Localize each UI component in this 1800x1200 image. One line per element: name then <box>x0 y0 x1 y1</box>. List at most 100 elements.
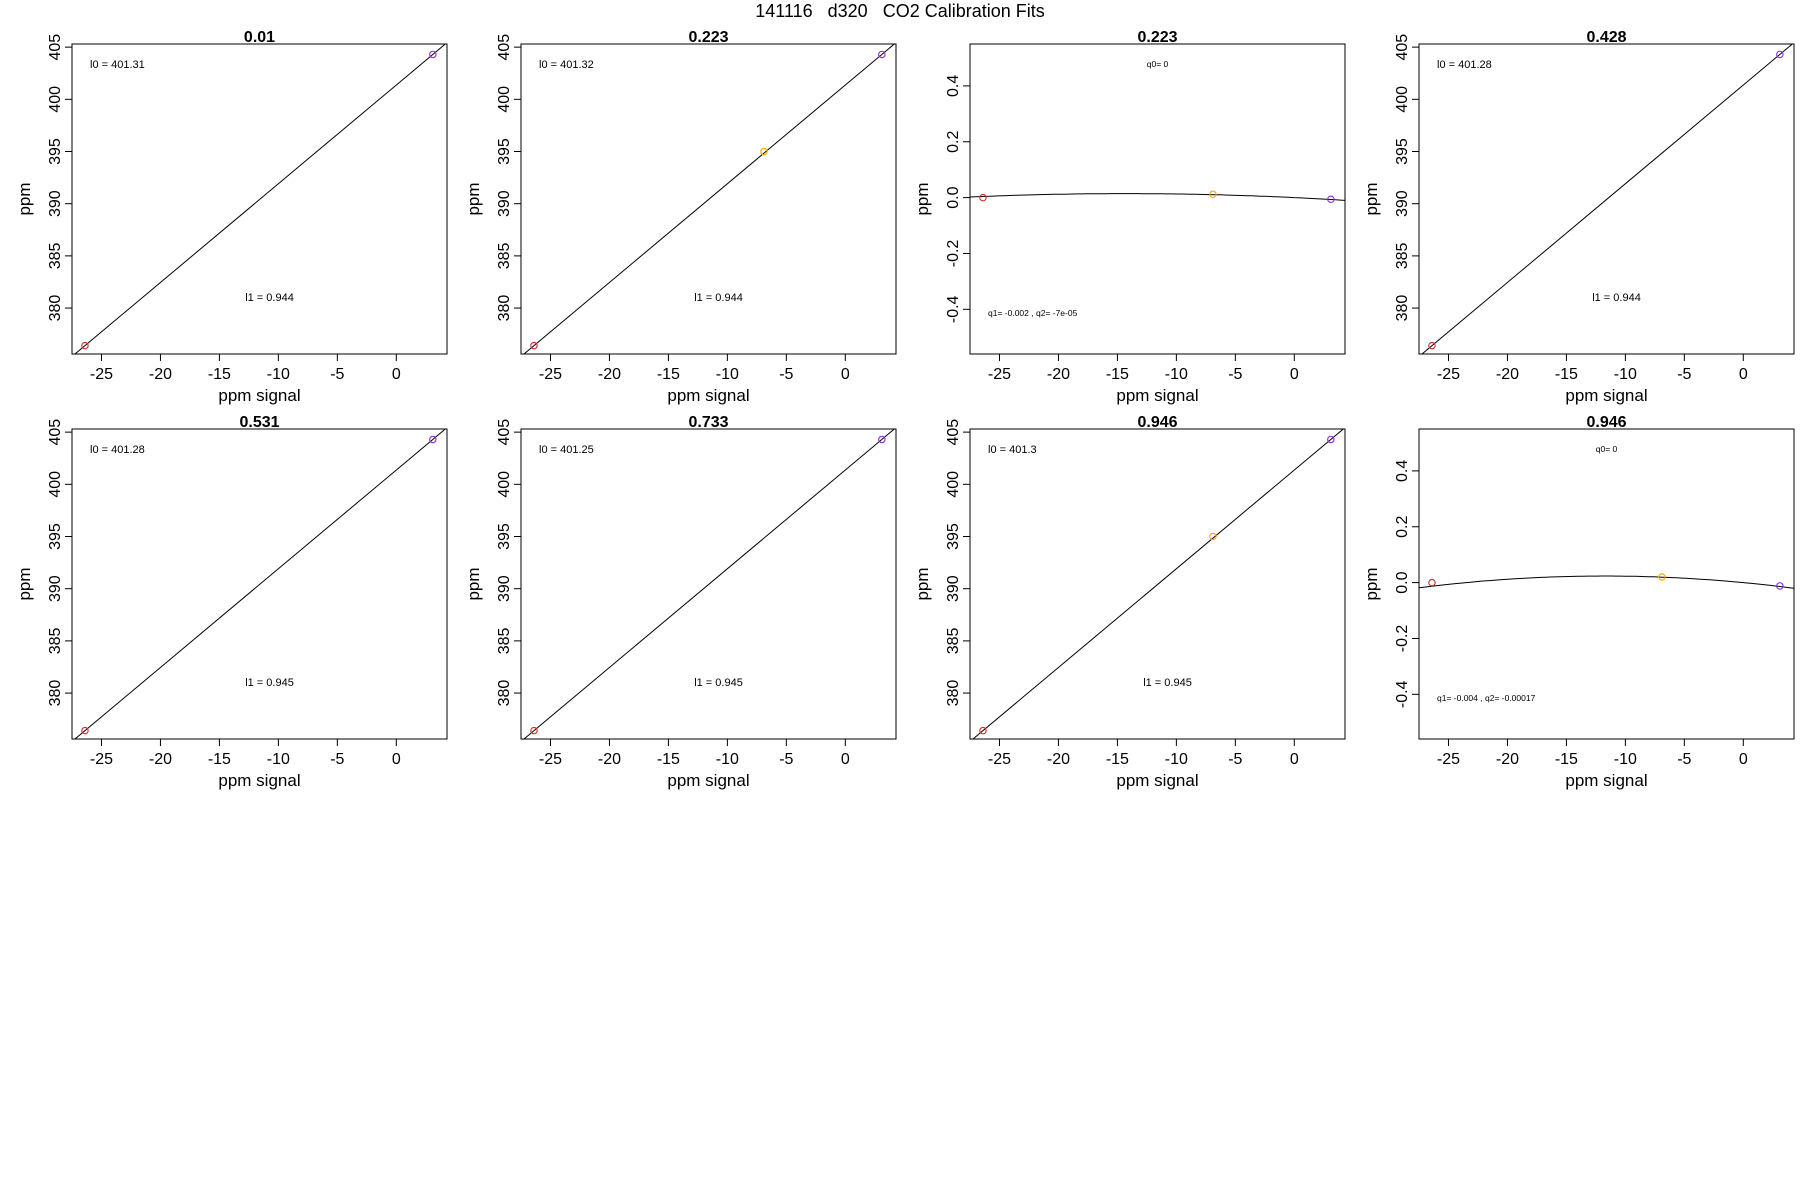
y-tick-label: 405 <box>945 419 962 446</box>
x-tick-label: -20 <box>1047 366 1070 383</box>
x-tick-label: -5 <box>1228 751 1242 768</box>
chart-panel: 0.223 -25 -20 -15 -10 -5 0 380 385 390 395 400 405 pp… <box>464 29 897 405</box>
fit-annotation: l1 = 0.944 <box>1592 292 1641 304</box>
data-point <box>1327 195 1335 204</box>
y-tick-label: 385 <box>47 627 64 654</box>
panel-title: 0.428 <box>1586 29 1626 46</box>
x-tick-label: -10 <box>1614 366 1637 383</box>
x-tick-label: 0 <box>1290 366 1299 383</box>
x-tick-label: 0 <box>841 366 850 383</box>
y-tick-label: 405 <box>47 419 64 446</box>
x-tick-label: -25 <box>988 751 1011 768</box>
fit-annotation: q1= -0.004 , q2= -0.00017 <box>1437 693 1536 703</box>
data-point <box>979 726 987 735</box>
x-axis-label: ppm signal <box>1116 771 1198 790</box>
y-tick-label: 395 <box>496 523 513 550</box>
y-axis-label: ppm <box>15 567 34 600</box>
y-axis-label: ppm <box>913 567 932 600</box>
data-point <box>1327 435 1335 444</box>
fit-annotation: l1 = 0.945 <box>694 677 743 689</box>
y-tick-label: 385 <box>1394 242 1411 269</box>
x-axis-label: ppm signal <box>667 771 749 790</box>
x-axis-label: ppm signal <box>218 771 300 790</box>
y-tick-label: 390 <box>945 575 962 602</box>
x-axis-label: ppm signal <box>218 386 300 405</box>
x-tick-label: -20 <box>1496 366 1519 383</box>
panel-title: 0.223 <box>688 29 728 46</box>
x-tick-label: -10 <box>716 366 739 383</box>
y-tick-label: 395 <box>47 523 64 550</box>
x-tick-label: -25 <box>90 366 113 383</box>
fit-annotation: l0 = 401.25 <box>539 444 594 456</box>
y-tick-label: 400 <box>945 471 962 498</box>
x-tick-label: -25 <box>988 366 1011 383</box>
y-tick-label: 385 <box>496 627 513 654</box>
y-tick-label: 380 <box>496 680 513 707</box>
chart-panel: 0.946 -25 -20 -15 -10 -5 0 380 385 390 395 400 405 pp… <box>913 414 1346 790</box>
panel-title: 0.733 <box>688 414 728 431</box>
y-tick-label: 380 <box>945 680 962 707</box>
x-tick-label: -15 <box>208 751 231 768</box>
fit-line <box>74 44 447 354</box>
panel-title: 0.946 <box>1586 414 1626 431</box>
x-tick-label: -10 <box>267 366 290 383</box>
x-axis-label: ppm signal <box>1116 386 1198 405</box>
y-tick-label: 385 <box>496 242 513 269</box>
x-tick-label: -5 <box>779 751 793 768</box>
fit-annotation: l0 = 401.3 <box>988 444 1037 456</box>
x-tick-label: -20 <box>1047 751 1070 768</box>
fit-annotation: l0 = 401.28 <box>1437 59 1492 71</box>
y-axis-label: ppm <box>15 182 34 215</box>
y-tick-label: 380 <box>1394 295 1411 322</box>
x-tick-label: -25 <box>90 751 113 768</box>
x-tick-label: -20 <box>149 366 172 383</box>
fit-annotation: l1 = 0.944 <box>694 292 743 304</box>
y-tick-label: 390 <box>496 575 513 602</box>
fit-line <box>1421 44 1794 354</box>
fit-line <box>523 429 896 739</box>
y-tick-label: 380 <box>496 295 513 322</box>
x-tick-label: -5 <box>330 366 344 383</box>
data-point <box>81 341 89 350</box>
data-point <box>530 341 538 350</box>
x-tick-label: 0 <box>392 751 401 768</box>
data-point <box>1209 190 1217 199</box>
fit-annotation: q0= 0 <box>1147 59 1169 69</box>
y-axis-label: ppm <box>464 182 483 215</box>
y-tick-label: 390 <box>47 190 64 217</box>
y-tick-label: 400 <box>47 86 64 113</box>
y-tick-label: 395 <box>1394 138 1411 165</box>
y-axis-label: ppm <box>1362 182 1381 215</box>
x-tick-label: -15 <box>1106 366 1129 383</box>
y-tick-label: 390 <box>1394 190 1411 217</box>
fit-line <box>523 44 896 354</box>
data-point <box>979 193 987 202</box>
data-point <box>1428 341 1436 350</box>
panel-title: 0.946 <box>1137 414 1177 431</box>
y-axis-label: ppm <box>464 567 483 600</box>
chart-panel: 0.223 -25 -20 -15 -10 -5 0 -0.4 -0.2 0.0 0.2 0.4 ppm… <box>913 29 1346 405</box>
y-tick-label: 380 <box>47 680 64 707</box>
y-tick-label: 400 <box>1394 86 1411 113</box>
fit-annotation: l0 = 401.31 <box>90 59 145 71</box>
panel-title: 0.531 <box>239 414 279 431</box>
data-point <box>530 726 538 735</box>
x-tick-label: -25 <box>539 366 562 383</box>
y-tick-label: 0.2 <box>1394 516 1411 538</box>
y-tick-label: -0.2 <box>945 240 962 268</box>
y-tick-label: 0.0 <box>945 186 962 208</box>
chart-panel: 0.946 -25 -20 -15 -10 -5 0 -0.4 -0.2 0.0 0.2 0.4 ppm… <box>1362 414 1795 790</box>
y-tick-label: 0.0 <box>1394 571 1411 593</box>
data-point <box>1658 573 1666 581</box>
data-point <box>81 726 89 735</box>
chart-panel: 0.428 -25 -20 -15 -10 -5 0 380 385 390 395 400 405 pp… <box>1362 29 1795 405</box>
x-tick-label: -15 <box>1555 366 1578 383</box>
x-tick-label: -25 <box>539 751 562 768</box>
x-tick-label: -20 <box>1496 751 1519 768</box>
y-tick-label: 405 <box>496 34 513 61</box>
x-tick-label: -5 <box>1677 366 1691 383</box>
y-axis-label: ppm <box>1362 567 1381 600</box>
page-title: 141116 d320 CO2 Calibration Fits <box>755 1 1045 21</box>
x-tick-label: 0 <box>1739 751 1748 768</box>
fit-line <box>972 429 1345 739</box>
